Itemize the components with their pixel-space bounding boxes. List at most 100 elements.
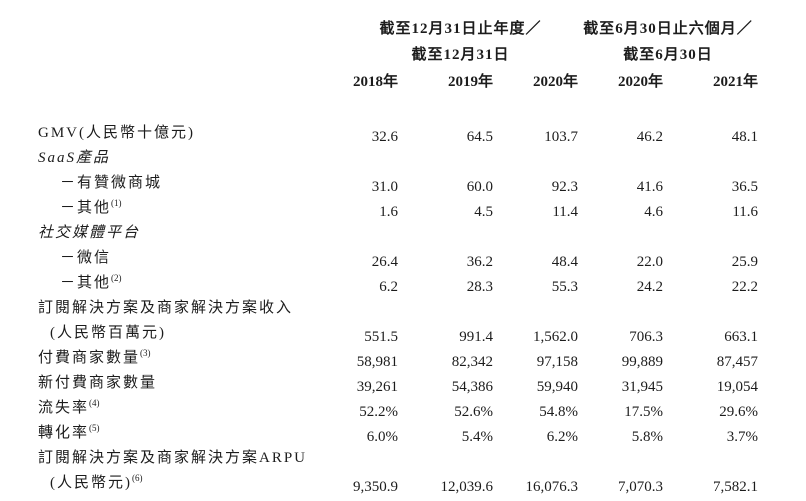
table-body: GMV(人民幣十億元) 32.6 64.5 103.7 46.2 48.1 SaaS產品 －有… (38, 121, 758, 496)
cell-value: 103.7 (544, 129, 579, 145)
period-group-annual-line2: 截至12月31日 (411, 47, 510, 63)
year-column-header-2020: 2020年 (533, 74, 579, 90)
cell-value: 5.8% (631, 429, 664, 445)
cell-value: 22.2 (731, 279, 759, 295)
cell-value: 16,076.3 (525, 479, 579, 495)
cell-value: 60.0 (466, 179, 493, 195)
cell-value: 4.5 (474, 204, 493, 220)
cell-value: 92.3 (551, 179, 579, 195)
footnote-marker: (6) (132, 473, 143, 483)
header-years-row: 2018年 2019年 2020年 2020年 2021年 (38, 64, 758, 121)
cell-value: 6.0% (366, 429, 398, 445)
cell-value: 7,582.1 (713, 479, 759, 495)
period-group-interim-line2: 截至6月30日 (623, 47, 713, 63)
period-group-annual-line1: 截至12月31日止年度／ (379, 21, 542, 37)
header-spacer (38, 12, 343, 38)
financial-metrics-table: 截至12月31日止年度／ 截至6月30日止六個月／ 截至12月31日 截至6月3… (38, 12, 758, 496)
row-label-text: －其他 (60, 275, 112, 291)
footnote-marker: (3) (140, 348, 151, 358)
cell-value: 36.2 (466, 254, 493, 270)
header-spacer (38, 38, 343, 64)
table-row: －有贊微商城 31.0 60.0 92.3 41.6 36.5 (38, 171, 758, 196)
table-row: 流失率(4) 52.2% 52.6% 54.8% 17.5% 29.6% (38, 396, 758, 421)
cell-value: 31.0 (371, 179, 398, 195)
cell-value: 54,386 (451, 379, 493, 395)
row-label: 付費商家數量(3) (38, 346, 343, 371)
cell-value: 3.7% (726, 429, 759, 445)
footnote-marker: (4) (89, 398, 100, 408)
cell-value: 663.1 (724, 329, 759, 345)
row-label: 訂閱解決方案及商家解決方案ARPU (人民幣元)(6) (38, 446, 343, 496)
cell-value: 22.0 (636, 254, 664, 270)
row-label-text-line2: (人民幣百萬元) (50, 325, 166, 341)
cell-value: 32.6 (371, 129, 398, 145)
footnote-marker: (2) (111, 273, 122, 283)
table-row: 訂閱解決方案及商家解決方案ARPU (人民幣元)(6) 9,350.9 12,039.… (38, 446, 758, 496)
row-label-text: 社交媒體平台 (38, 225, 141, 241)
row-label: 轉化率(5) (38, 421, 343, 446)
table-row: －其他(2) 6.2 28.3 55.3 24.2 22.2 (38, 271, 758, 296)
year-column-header-2021-interim: 2021年 (713, 74, 759, 90)
footnote-marker: (5) (89, 423, 100, 433)
table-row: 訂閱解決方案及商家解決方案收入 (人民幣百萬元) 551.5 991.4 1,562.0… (38, 296, 758, 346)
year-column-header-2018: 2018年 (352, 74, 398, 90)
row-label: GMV(人民幣十億元) (38, 121, 343, 146)
cell-value (343, 146, 398, 171)
row-label-text: 轉化率 (38, 425, 90, 441)
cell-value (398, 146, 493, 171)
table-row: 付費商家數量(3) 58,981 82,342 97,158 99,889 87,457 (38, 346, 758, 371)
cell-value: 39,261 (356, 379, 398, 395)
row-label: 流失率(4) (38, 396, 343, 421)
cell-value (343, 221, 398, 246)
row-label: 社交媒體平台 (38, 221, 343, 246)
cell-value: 991.4 (459, 329, 493, 345)
cell-value: 11.4 (552, 204, 579, 220)
header-period-line2: 截至12月31日 截至6月30日 (38, 38, 758, 64)
table-header: 截至12月31日止年度／ 截至6月30日止六個月／ 截至12月31日 截至6月3… (38, 12, 758, 121)
cell-value: 19,054 (716, 379, 759, 395)
table-row: SaaS產品 (38, 146, 758, 171)
cell-value: 31,945 (621, 379, 664, 395)
table-row: －其他(1) 1.6 4.5 11.4 4.6 11.6 (38, 196, 758, 221)
cell-value (493, 146, 578, 171)
cell-value (398, 221, 493, 246)
cell-value: 52.2% (359, 404, 398, 420)
cell-value (663, 221, 758, 246)
year-column-header-2019: 2019年 (447, 74, 493, 90)
cell-value: 48.1 (731, 129, 759, 145)
cell-value: 26.4 (371, 254, 398, 270)
cell-value: 82,342 (451, 354, 493, 370)
cell-value: 64.5 (466, 129, 493, 145)
cell-value: 17.5% (624, 404, 664, 420)
cell-value: 24.2 (636, 279, 664, 295)
row-label: SaaS產品 (38, 146, 343, 171)
table-row: －微信 26.4 36.2 48.4 22.0 25.9 (38, 246, 758, 271)
cell-value: 706.3 (629, 329, 664, 345)
cell-value: 12,039.6 (440, 479, 494, 495)
cell-value: 1,562.0 (533, 329, 579, 345)
cell-value: 59,940 (536, 379, 579, 395)
cell-value: 36.5 (731, 179, 759, 195)
row-label-text: 新付費商家數量 (38, 375, 158, 391)
row-label: －其他(1) (38, 196, 343, 221)
cell-value: 55.3 (551, 279, 579, 295)
row-label: －其他(2) (38, 271, 343, 296)
row-label: 新付費商家數量 (38, 371, 343, 396)
row-label-text: －微信 (60, 250, 112, 266)
header-period-line1: 截至12月31日止年度／ 截至6月30日止六個月／ (38, 12, 758, 38)
row-label-text: GMV(人民幣十億元) (38, 125, 195, 141)
cell-value: 87,457 (716, 354, 759, 370)
row-label-text: 流失率 (38, 400, 90, 416)
row-label-text: 訂閱解決方案及商家解決方案ARPU (38, 450, 308, 466)
cell-value: 46.2 (636, 129, 664, 145)
header-spacer (38, 64, 343, 121)
row-label-text-line2: (人民幣元) (50, 475, 132, 491)
cell-value: 4.6 (644, 204, 664, 220)
cell-value (493, 221, 578, 246)
cell-value: 1.6 (379, 204, 398, 220)
row-label-text: －其他 (60, 200, 112, 216)
cell-value: 7,070.3 (618, 479, 664, 495)
cell-value (663, 146, 758, 171)
cell-value: 25.9 (731, 254, 759, 270)
